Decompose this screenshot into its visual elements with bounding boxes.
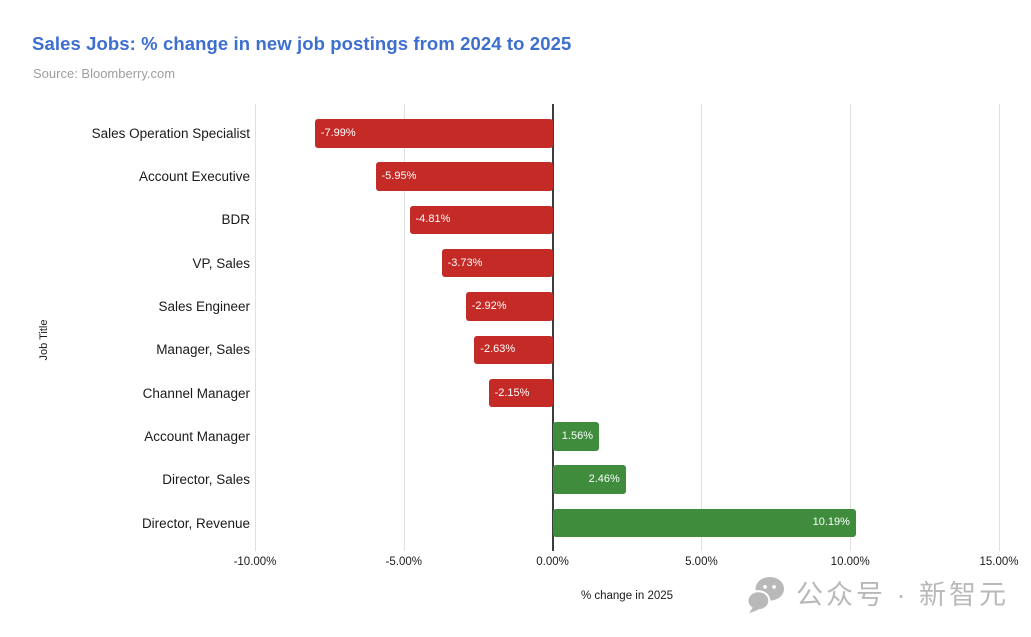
gridline: [255, 104, 256, 551]
gridline: [850, 104, 852, 551]
y-axis-category-label: Channel Manager: [142, 385, 250, 401]
watermark-text: 公众号 · 新智元: [796, 580, 1009, 610]
y-axis-category-label: Account Executive: [138, 169, 250, 185]
x-axis-tick-label: 0.00%: [536, 556, 569, 568]
x-axis-tick-label: 5.00%: [685, 556, 718, 568]
y-axis-category-label: Sales Engineer: [158, 298, 250, 314]
x-axis-tick-label: 15.00%: [979, 556, 1019, 568]
chart-title: Sales Jobs: % change in new job postings…: [32, 33, 572, 54]
bar-vp-sales: -3.73%: [441, 248, 553, 278]
bar-value-label: -2.63%: [480, 343, 516, 356]
bar-value-label: -5.95%: [381, 170, 417, 183]
bar-director-revenue: 10.19%: [552, 508, 856, 538]
wechat-icon: [746, 576, 785, 614]
bar-value-label: 2.46%: [588, 473, 620, 486]
plot-area: -7.99% -5.95% -4.81% -3.73% -2.92% -2.63% -2.1…: [255, 104, 1000, 551]
zero-axis-line: [551, 104, 554, 551]
x-axis-tick-label: -10.00%: [233, 556, 277, 568]
bar-sales-engineer: -2.92%: [465, 292, 553, 321]
y-axis-category-label: Director, Revenue: [141, 515, 250, 531]
bar-account-manager: 1.56%: [552, 422, 599, 451]
y-axis-category-label: BDR: [221, 212, 250, 228]
bar-value-label: -2.15%: [494, 386, 530, 399]
bar-value-label: -4.81%: [415, 213, 451, 226]
bar-value-label: -2.92%: [471, 299, 507, 312]
x-axis-title: % change in 2025: [580, 590, 674, 602]
y-axis-category-label: VP, Sales: [192, 255, 250, 271]
gridline: [701, 104, 703, 551]
bar-sales-operation-specialist: -7.99%: [314, 119, 553, 148]
bar-manager-sales: -2.63%: [474, 335, 553, 364]
bar-value-label: -7.99%: [320, 126, 356, 139]
chart-source: Source: Bloomberry.com: [33, 66, 176, 81]
gridline: [999, 104, 1000, 551]
y-axis-category-label: Sales Operation Specialist: [91, 125, 250, 141]
y-axis-category-label: Manager, Sales: [156, 342, 250, 358]
watermark: 公众号 · 新智元: [746, 576, 1009, 614]
bar-bdr: -4.81%: [409, 205, 553, 235]
y-axis-category-label: Account Manager: [144, 428, 250, 444]
bar-director-sales: 2.46%: [552, 465, 626, 494]
x-axis-tick-label: -5.00%: [385, 556, 423, 568]
y-axis-category-label: Director, Sales: [162, 472, 250, 488]
gridline: [403, 104, 405, 551]
bar-channel-manager: -2.15%: [488, 378, 553, 408]
bar-value-label: 1.56%: [561, 429, 593, 442]
bar-value-label: -3.73%: [447, 256, 483, 269]
x-axis-tick-label: 10.00%: [830, 556, 870, 568]
bar-value-label: 10.19%: [812, 516, 850, 529]
bar-account-executive: -5.95%: [375, 162, 553, 191]
